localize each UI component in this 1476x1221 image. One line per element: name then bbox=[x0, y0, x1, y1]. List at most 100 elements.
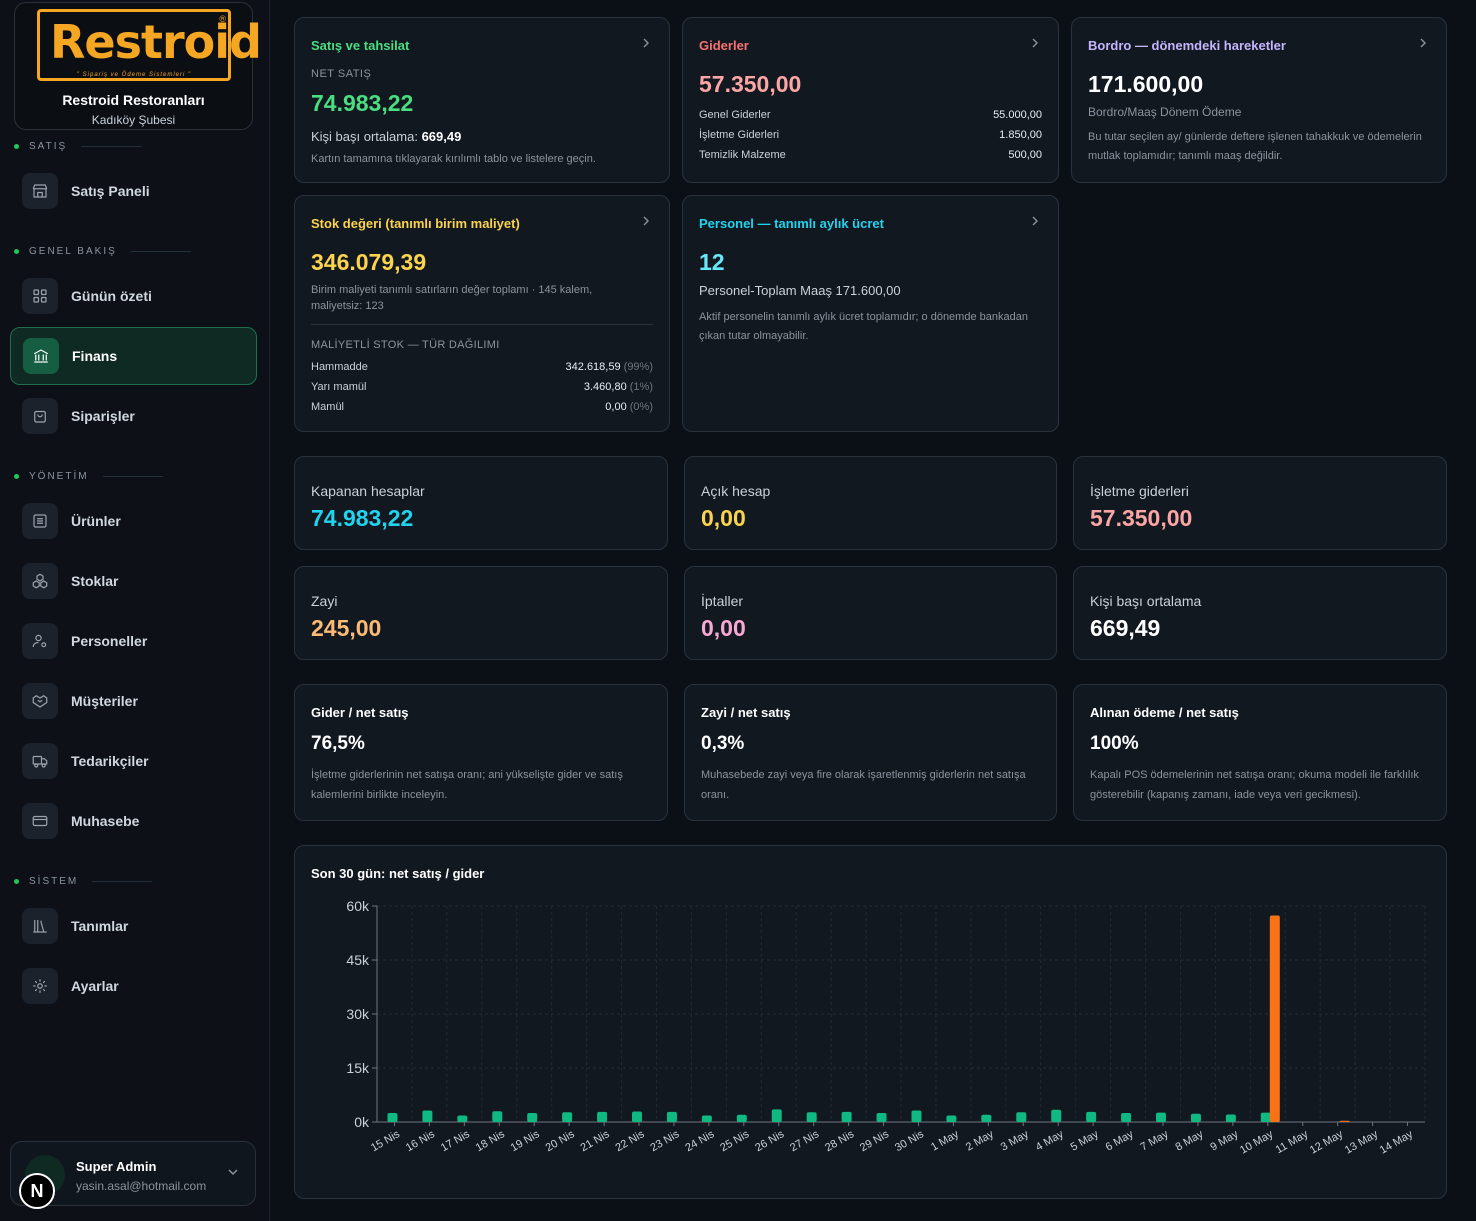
x-tick-label: 12 May bbox=[1308, 1128, 1346, 1157]
restroid-logo: Restroid ® " Sipariş ve Ödeme Sistemleri… bbox=[37, 9, 262, 81]
stock-card[interactable]: Stok değeri (tanımlı birim maliyet) 346.… bbox=[294, 195, 670, 432]
x-tick-label: 5 May bbox=[1069, 1128, 1101, 1154]
bar-net-sales bbox=[981, 1114, 992, 1122]
bar-expense bbox=[1269, 915, 1280, 1122]
sales-card[interactable]: Satış ve tahsilat NET SATIŞ 74.983,22 Ki… bbox=[294, 17, 670, 183]
bar-net-sales bbox=[597, 1111, 608, 1122]
x-tick-label: 9 May bbox=[1208, 1128, 1240, 1154]
payroll-value: 171.600,00 bbox=[1088, 71, 1204, 97]
bar-net-sales bbox=[946, 1115, 957, 1122]
bar-net-sales bbox=[1260, 1112, 1271, 1122]
bar-net-sales bbox=[492, 1111, 503, 1122]
x-tick-label: 7 May bbox=[1139, 1128, 1171, 1154]
net-sales-label: NET SATIŞ bbox=[311, 68, 372, 80]
bar-net-sales bbox=[841, 1111, 852, 1122]
sidebar-item-finans[interactable]: Finans bbox=[10, 327, 257, 385]
sidebar: Restroid ® " Sipariş ve Ödeme Sistemleri… bbox=[0, 0, 270, 1221]
x-tick-label: 1 May bbox=[929, 1128, 961, 1154]
sidebar-item-stoklar[interactable]: Stoklar bbox=[10, 552, 257, 610]
chevron-right-icon bbox=[643, 216, 649, 226]
x-tick-label: 29 Nis bbox=[858, 1128, 891, 1154]
bank-icon bbox=[23, 338, 59, 374]
chevron-right-icon bbox=[643, 38, 649, 48]
user-menu[interactable]: N Super Admin yasin.asal@hotmail.com bbox=[10, 1141, 256, 1209]
x-tick-label: 6 May bbox=[1104, 1128, 1136, 1154]
bar-net-sales bbox=[1121, 1113, 1132, 1122]
chevron-right-icon bbox=[1420, 38, 1426, 48]
stock-row: Yarı mamül 3.460,80 (1%) bbox=[311, 381, 653, 393]
x-tick-label: 26 Nis bbox=[753, 1128, 786, 1154]
handshake-icon bbox=[22, 683, 58, 719]
per-person-line: Kişi başı ortalama: 669,49 bbox=[311, 129, 462, 144]
staff-card[interactable]: Personel — tanımlı aylık ücret 12 Person… bbox=[682, 195, 1059, 432]
ratio-waste-sales: Zayi / net satış 0,3% Muhasebede zayi ve… bbox=[684, 684, 1057, 821]
x-tick-label: 4 May bbox=[1034, 1128, 1066, 1154]
x-tick-label: 10 May bbox=[1238, 1128, 1276, 1157]
y-tick-label: 45k bbox=[346, 952, 370, 968]
expense-row: Genel Giderler 55.000,00 bbox=[699, 109, 1042, 121]
y-tick-label: 0k bbox=[354, 1114, 370, 1130]
x-tick-label: 30 Nis bbox=[893, 1128, 926, 1154]
stock-row: Mamül 0,00 (0%) bbox=[311, 401, 653, 413]
ratio-payment-sales: Alınan ödeme / net satış 100% Kapalı POS… bbox=[1073, 684, 1447, 821]
stat-waste[interactable]: Zayi 245,00 bbox=[294, 566, 668, 660]
x-tick-label: 19 Nis bbox=[509, 1128, 542, 1154]
sidebar-item-gunun-ozeti[interactable]: Günün özeti bbox=[10, 267, 257, 325]
boxes-icon bbox=[22, 563, 58, 599]
bar-net-sales bbox=[562, 1112, 573, 1122]
bar-net-sales bbox=[736, 1114, 747, 1122]
stat-operating-expenses[interactable]: İşletme giderleri 57.350,00 bbox=[1073, 456, 1447, 550]
list-icon bbox=[22, 503, 58, 539]
x-tick-label: 20 Nis bbox=[544, 1128, 577, 1154]
stat-closed-accounts[interactable]: Kapanan hesaplar 74.983,22 bbox=[294, 456, 668, 550]
bar-net-sales bbox=[1086, 1111, 1097, 1122]
section-satis: SATIŞ bbox=[14, 139, 142, 153]
stat-cancellations[interactable]: İptaller 0,00 bbox=[684, 566, 1057, 660]
sales-hint: Kartın tamamına tıklayarak kırılımlı tab… bbox=[311, 153, 596, 165]
sidebar-item-ayarlar[interactable]: Ayarlar bbox=[10, 957, 257, 1015]
sidebar-item-siparisler[interactable]: Siparişler bbox=[10, 387, 257, 445]
expenses-card[interactable]: Giderler 57.350,00 Genel Giderler 55.000,… bbox=[682, 17, 1059, 183]
library-icon bbox=[22, 908, 58, 944]
stat-per-person-average[interactable]: Kişi başı ortalama 669,49 bbox=[1073, 566, 1447, 660]
stock-dist-title: MALİYETLİ STOK — TÜR DAĞILIMI bbox=[311, 339, 500, 351]
x-tick-label: 22 Nis bbox=[613, 1128, 646, 1154]
bar-net-sales bbox=[1190, 1113, 1201, 1122]
payroll-card-title: Bordro — dönemdeki hareketler bbox=[1088, 38, 1286, 53]
sidebar-item-personeller[interactable]: Personeller bbox=[10, 612, 257, 670]
chevron-down-icon bbox=[228, 1169, 238, 1176]
gear-icon bbox=[22, 968, 58, 1004]
sidebar-item-satis-paneli[interactable]: Satış Paneli bbox=[10, 162, 257, 220]
brand-card[interactable]: Restroid ® " Sipariş ve Ödeme Sistemleri… bbox=[14, 2, 262, 130]
payroll-sub: Bordro/Maaş Dönem Ödeme bbox=[1088, 105, 1242, 119]
net-sales-value: 74.983,22 bbox=[311, 90, 414, 116]
y-tick-label: 60k bbox=[346, 898, 370, 914]
staff-sub: Personel-Toplam Maaş 171.600,00 bbox=[699, 283, 901, 298]
x-tick-label: 13 May bbox=[1343, 1128, 1381, 1157]
staff-desc: Aktif personelin tanımlı aylık ücret top… bbox=[699, 311, 1028, 342]
stat-open-account[interactable]: Açık hesap 0,00 bbox=[684, 456, 1057, 550]
sales-expense-chart: 0k 15k 30k 45k 60k 15 Nis 16 Nis 17 Nis 18 Nis 19… bbox=[346, 898, 1426, 1157]
staff-card-title: Personel — tanımlı aylık ücret bbox=[699, 216, 884, 231]
sidebar-item-musteriler[interactable]: Müşteriler bbox=[10, 672, 257, 730]
x-tick-label: 11 May bbox=[1274, 1128, 1311, 1156]
store-icon bbox=[22, 173, 58, 209]
x-tick-label: 27 Nis bbox=[788, 1128, 821, 1154]
payroll-desc: Bu tutar seçilen ay/ günlerde deftere iş… bbox=[1088, 131, 1422, 162]
bar-net-sales bbox=[1051, 1109, 1062, 1122]
bar-net-sales bbox=[806, 1112, 817, 1122]
bar-net-sales bbox=[1016, 1112, 1027, 1122]
x-tick-label: 2 May bbox=[964, 1128, 996, 1154]
chevron-right-icon bbox=[1032, 38, 1038, 48]
stock-value: 346.079,39 bbox=[311, 249, 427, 275]
x-tick-label: 16 Nis bbox=[404, 1128, 437, 1154]
payroll-card[interactable]: Bordro — dönemdeki hareketler 171.600,00… bbox=[1071, 17, 1447, 183]
stock-desc: Birim maliyeti tanımlı satırların değer … bbox=[311, 284, 593, 312]
user-name: Super Admin bbox=[76, 1159, 157, 1174]
sidebar-item-tedarikciler[interactable]: Tedarikçiler bbox=[10, 732, 257, 790]
sidebar-item-urunler[interactable]: Ürünler bbox=[10, 492, 257, 550]
sidebar-item-muhasebe[interactable]: Muhasebe bbox=[10, 792, 257, 850]
sidebar-item-tanimlar[interactable]: Tanımlar bbox=[10, 897, 257, 955]
x-tick-label: 25 Nis bbox=[718, 1128, 751, 1154]
x-tick-label: 17 Nis bbox=[439, 1128, 472, 1154]
